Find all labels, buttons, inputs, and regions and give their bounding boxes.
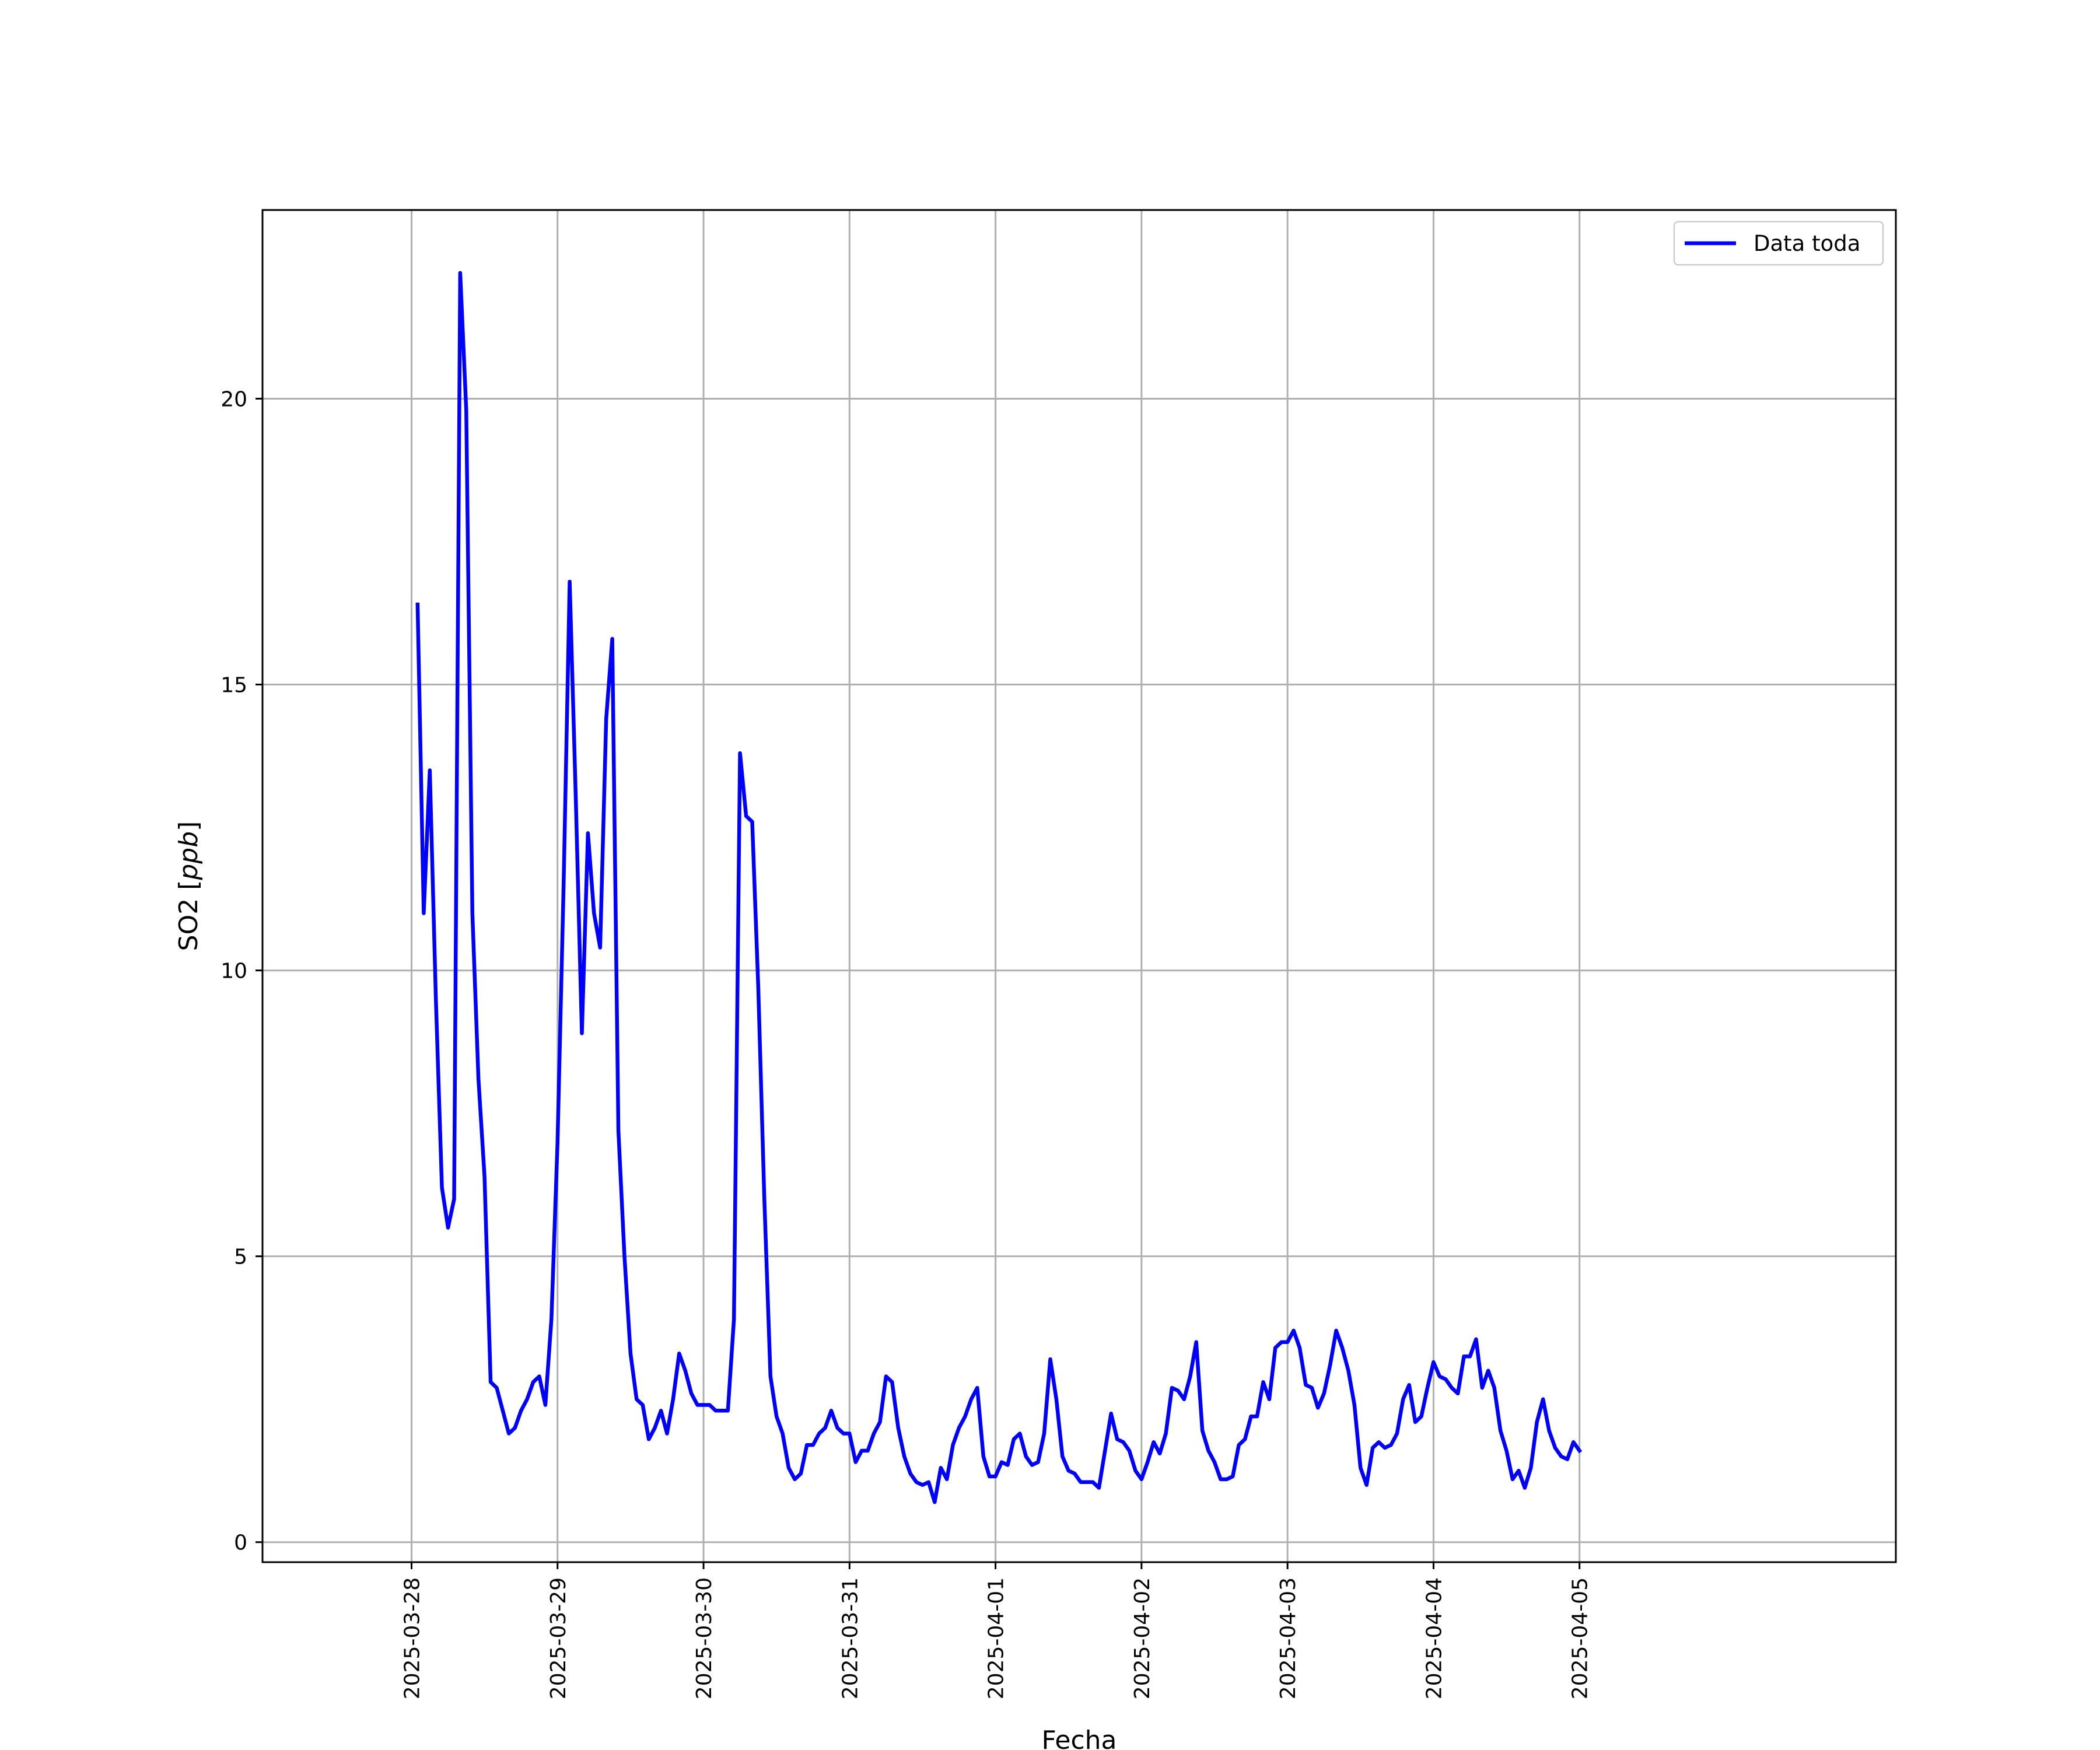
- y-axis-title-unit: ppb: [174, 831, 204, 881]
- y-tick-label: 5: [234, 1245, 247, 1269]
- x-tick-label: 2025-04-03: [1276, 1577, 1300, 1699]
- x-tick-label: 2025-03-31: [838, 1577, 862, 1699]
- x-tick-label: 2025-03-30: [692, 1577, 716, 1699]
- legend-label: Data toda: [1754, 231, 1860, 256]
- axis-ticks: [256, 397, 1581, 1569]
- plot-area: [262, 210, 1896, 1562]
- x-axis-title: Fecha: [1041, 1726, 1116, 1750]
- legend: Data toda: [1673, 220, 1884, 266]
- x-tick-label: 2025-04-04: [1422, 1577, 1446, 1699]
- y-tick-label: 20: [220, 387, 247, 411]
- x-tick-label: 2025-03-29: [547, 1577, 570, 1699]
- gridlines: [262, 210, 1896, 1562]
- y-axis-title: SO2 [ppb]: [174, 821, 204, 951]
- y-tick-label: 15: [220, 674, 247, 698]
- series-layer: [415, 271, 1583, 1504]
- x-tick-label: 2025-04-02: [1130, 1577, 1154, 1699]
- plot-frame: [261, 209, 1897, 1563]
- legend-box: [1673, 220, 1884, 266]
- x-tick-label: 2025-04-05: [1569, 1577, 1592, 1699]
- y-tick-label: 10: [220, 960, 247, 984]
- y-axis-title-close: ]: [174, 821, 204, 831]
- series-line-data-toda: [415, 271, 1583, 1504]
- x-tick-label: 2025-04-01: [985, 1577, 1009, 1699]
- y-tick-labels: 0 5 10 15 20: [220, 387, 247, 1555]
- y-axis-title-main: SO2 [: [174, 880, 204, 951]
- x-tick-labels: 2025-03-28 2025-03-29 2025-03-30 2025-03-31…: [400, 1577, 1592, 1699]
- x-tick-label: 2025-03-28: [400, 1577, 424, 1699]
- y-tick-label: 0: [234, 1531, 247, 1555]
